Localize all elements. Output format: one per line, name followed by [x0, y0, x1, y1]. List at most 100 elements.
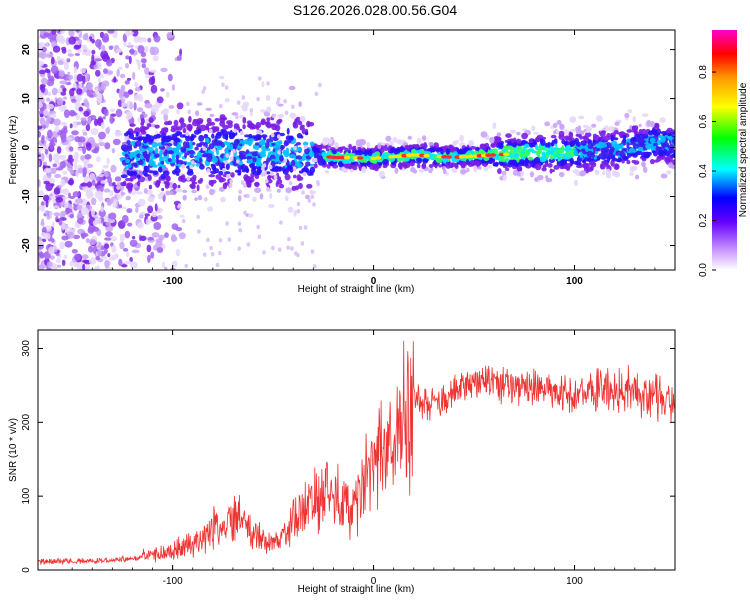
spectrogram-band-blob [139, 125, 146, 133]
spectrogram-noise-blob [101, 45, 106, 52]
spectrogram-band-blob [132, 170, 138, 177]
spectrogram-band-blob [295, 155, 303, 160]
spectrogram-noise-blob [101, 37, 109, 41]
spectrogram-noise-blob [66, 58, 71, 63]
spectrogram-band-blob [563, 156, 571, 160]
spectrogram-noise-blob [135, 191, 143, 195]
spectrogram-noise-blob [63, 105, 67, 110]
spectrogram-noise-blob [104, 237, 112, 241]
spectrogram-noise-blob [111, 245, 117, 253]
spectrogram-noise-blob [38, 240, 44, 246]
spectrogram-band-blob [248, 141, 252, 147]
spectrogram-band-blob [512, 169, 519, 176]
spectrogram-xlabel: Height of straight line (km) [298, 284, 415, 295]
spectrogram-band-blob [561, 161, 567, 165]
spectrogram-band-blob [120, 174, 128, 179]
spectrogram-band-blob [605, 142, 612, 149]
spectrogram-noise-blob [58, 70, 65, 77]
spectrogram-noise-blob [141, 63, 146, 69]
spectrogram-noise-blob [68, 30, 75, 37]
spectrogram-band-blob [271, 123, 278, 131]
spectrogram-noise-blob [38, 251, 44, 258]
spectrogram-band-blob [180, 174, 186, 180]
spectrogram-noise-blob [111, 148, 116, 154]
spectrogram-band-blob [137, 136, 144, 141]
spectrogram-band-blob [164, 182, 170, 189]
spectrogram-band-blob [278, 183, 285, 189]
spectrogram-noise-blob [209, 128, 213, 134]
spectrogram-band-blob [186, 161, 193, 166]
spectrogram-noise-blob [46, 51, 51, 55]
spectrogram-band-blob [504, 139, 509, 143]
spectrogram-band-blob [583, 156, 589, 162]
spectrogram-band-blob [167, 143, 173, 147]
spectrogram-band-blob [257, 166, 263, 174]
spectrogram-noise-blob [91, 208, 95, 217]
spectrogram-band-blob [402, 142, 409, 146]
spectrogram-noise-blob [140, 58, 147, 64]
spectrogram-band-blob [244, 165, 249, 172]
spectrogram-band-blob [394, 167, 399, 174]
spectrogram-band-blob [548, 158, 555, 164]
spectrogram-band-blob [145, 156, 150, 163]
spectrogram-noise-blob [277, 247, 282, 252]
spectrogram-band-blob [622, 135, 627, 140]
spectrogram-noise-blob [112, 138, 121, 146]
spectrogram-band-blob [382, 164, 388, 169]
spectrogram-noise-blob [73, 66, 78, 74]
spectrogram-band-blob [338, 161, 344, 166]
spectrogram-band-blob [544, 121, 551, 127]
spectrogram-noise-blob [284, 110, 289, 116]
spectrogram-band-blob [554, 143, 558, 147]
spectrogram-noise-blob [53, 205, 60, 209]
spectrogram-band-blob [596, 115, 603, 122]
spectrogram-noise-blob [71, 249, 78, 254]
spectrogram-band-blob [309, 166, 316, 174]
spectrogram-noise-blob [101, 80, 110, 87]
spectrogram-band-blob [420, 143, 425, 148]
spectrogram-noise-blob [56, 218, 60, 223]
spectrogram-band-blob [492, 122, 497, 129]
spectrogram-band-blob [470, 146, 477, 150]
spectrogram-band-blob [613, 146, 620, 152]
spectrogram-ridge-peak [423, 153, 430, 158]
spectrogram-band-blob [243, 174, 249, 181]
spectrogram-noise-blob [93, 147, 99, 154]
spectrogram-band-blob [211, 157, 218, 164]
spectrogram-noise-blob [63, 255, 68, 260]
snr-ylabel: SNR (10 * v/v) [8, 418, 19, 482]
spectrogram-noise-blob [91, 179, 96, 186]
spectrogram-band-blob [136, 180, 141, 187]
spectrogram-band-blob [489, 136, 495, 144]
x-tick-label: 100 [566, 276, 583, 287]
spectrogram-noise-blob [238, 228, 243, 233]
spectrogram-band-blob [124, 166, 129, 170]
spectrogram-noise-blob [83, 160, 89, 164]
spectrogram-noise-blob [176, 102, 184, 110]
spectrogram-noise-blob [133, 102, 137, 111]
spectrogram-band-blob [410, 167, 416, 173]
spectrogram-noise-blob [46, 115, 52, 124]
spectrogram-noise-blob [186, 101, 190, 107]
spectrogram-band-blob [624, 112, 630, 119]
spectrogram-noise-blob [178, 232, 186, 240]
spectrogram-band-blob [363, 159, 368, 163]
spectrogram-band-blob [194, 197, 198, 201]
spectrogram-noise-blob [88, 245, 94, 253]
spectrogram-noise-blob [93, 118, 99, 126]
spectrogram-band-blob [614, 121, 620, 126]
spectrogram-band-blob [669, 154, 675, 158]
spectrogram-band-blob [309, 150, 314, 158]
spectrogram-band-blob [277, 118, 283, 123]
spectrogram-band-blob [352, 146, 356, 152]
spectrogram-noise-blob [62, 96, 68, 100]
snr-xlabel: Height of straight line (km) [298, 584, 415, 595]
spectrogram-noise-blob [46, 103, 55, 110]
spectrogram-noise-blob [110, 236, 118, 242]
spectrogram-band-blob [494, 161, 499, 167]
spectrogram-band-blob [348, 143, 352, 150]
spectrogram-band-blob [205, 124, 210, 131]
spectrogram-band-blob [403, 162, 408, 169]
spectrogram-band-blob [416, 163, 421, 169]
spectrogram-band-blob [602, 170, 606, 176]
